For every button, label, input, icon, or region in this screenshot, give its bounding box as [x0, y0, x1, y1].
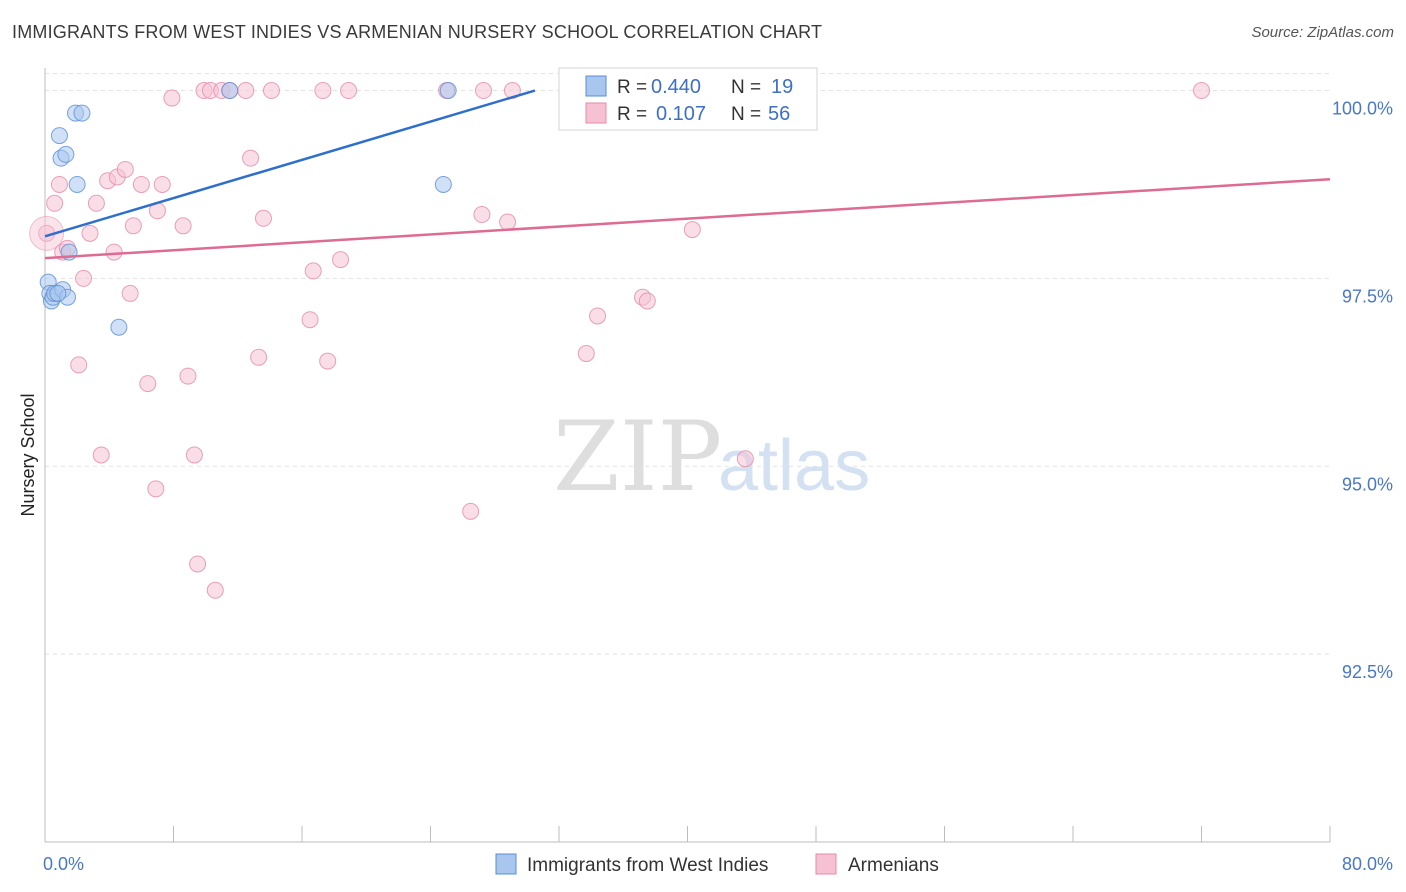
y-tick-label: 92.5% [1342, 662, 1393, 682]
data-point-west-indies [68, 175, 86, 193]
series-legend-swatch-west-indies [495, 853, 517, 875]
y-tick-label: 95.0% [1342, 474, 1393, 494]
data-point-armenians [81, 224, 99, 242]
data-point-armenians [46, 194, 64, 212]
series-legend-label-armenians: Armenians [848, 855, 939, 876]
data-point-armenians [462, 502, 480, 520]
data-point-armenians [683, 221, 701, 239]
data-point-west-indies [57, 145, 75, 163]
legend-r-value-west-indies: 0.440 [651, 76, 701, 98]
stats-legend: R = 0.440 N = 19 R = 0.107 N = 56 [558, 67, 818, 131]
data-point-armenians [50, 175, 68, 193]
data-point-armenians [70, 356, 88, 374]
data-point-west-indies [49, 284, 67, 302]
data-point-armenians [121, 284, 139, 302]
data-point-armenians [237, 82, 255, 100]
data-point-armenians [29, 215, 65, 251]
data-point-armenians [332, 251, 350, 269]
legend-n-label-west-indies: N = [731, 77, 761, 98]
series-legend-label-west-indies: Immigrants from West Indies [527, 855, 768, 876]
data-point-armenians [75, 269, 93, 287]
legend-r-label-armenians: R = [617, 104, 647, 125]
data-point-armenians [87, 194, 105, 212]
data-point-west-indies [73, 104, 91, 122]
data-point-armenians [206, 581, 224, 599]
legend-n-label-armenians: N = [731, 104, 761, 125]
data-point-armenians [124, 217, 142, 235]
data-point-armenians [499, 213, 517, 231]
legend-r-label-west-indies: R = [617, 77, 647, 98]
data-point-armenians [132, 175, 150, 193]
trend-line-west-indies [44, 89, 536, 238]
y-axis-label: Nursery School [18, 393, 38, 516]
grid-lines [45, 73, 1330, 655]
x-tick-label-max: 80.0% [1342, 854, 1393, 874]
data-point-west-indies [439, 82, 457, 100]
data-point-armenians [475, 82, 493, 100]
data-point-west-indies [50, 127, 68, 145]
data-point-armenians [153, 175, 171, 193]
data-point-armenians [174, 217, 192, 235]
data-point-armenians [242, 149, 260, 167]
data-point-armenians [304, 262, 322, 280]
data-point-armenians [262, 82, 280, 100]
data-point-armenians [179, 367, 197, 385]
data-point-armenians [638, 292, 656, 310]
data-point-armenians [250, 348, 268, 366]
chart-title: IMMIGRANTS FROM WEST INDIES VS ARMENIAN … [12, 22, 823, 42]
data-point-armenians [163, 89, 181, 107]
legend-swatch-armenians [585, 102, 607, 124]
data-point-armenians [319, 352, 337, 370]
x-tick-label-min: 0.0% [43, 854, 84, 874]
legend-n-value-west-indies: 19 [771, 76, 793, 98]
data-point-west-indies [221, 82, 239, 100]
series-legend-swatch-armenians [815, 853, 837, 875]
data-point-armenians [254, 209, 272, 227]
trend-line-armenians [44, 177, 1331, 260]
data-point-armenians [473, 206, 491, 224]
watermark: ZIP atlas [553, 401, 870, 513]
data-point-armenians [147, 480, 165, 498]
legend-n-value-armenians: 56 [768, 103, 790, 125]
data-point-armenians [1193, 82, 1210, 100]
data-point-armenians [736, 450, 754, 468]
data-point-armenians [589, 307, 607, 325]
series-legend: Immigrants from West Indies Armenians [495, 853, 939, 876]
watermark-zip: ZIP [553, 401, 722, 513]
x-tick-labels: 0.0% 80.0% [43, 854, 1393, 874]
data-point-armenians [116, 160, 134, 178]
data-point-armenians [189, 555, 207, 573]
watermark-atlas: atlas [718, 426, 870, 506]
data-point-armenians [340, 82, 358, 100]
y-tick-labels: 92.5% 95.0% 97.5% 100.0% [1332, 99, 1393, 683]
data-points [29, 82, 1210, 599]
data-point-west-indies [434, 175, 452, 193]
trend-lines [44, 89, 1331, 260]
data-point-armenians [185, 446, 203, 464]
data-point-armenians [105, 243, 123, 261]
data-point-armenians [301, 311, 319, 329]
axes [44, 68, 1331, 843]
y-tick-label: 97.5% [1342, 286, 1393, 306]
data-point-armenians [92, 446, 110, 464]
legend-r-value-armenians: 0.107 [656, 103, 706, 125]
data-point-armenians [577, 345, 595, 363]
legend-swatch-west-indies [585, 75, 607, 97]
data-point-west-indies [110, 318, 128, 336]
data-point-armenians [503, 82, 521, 100]
data-point-armenians [314, 82, 332, 100]
source-credit: Source: ZipAtlas.com [1251, 24, 1394, 41]
data-point-armenians [139, 375, 157, 393]
y-tick-label: 100.0% [1332, 99, 1393, 119]
